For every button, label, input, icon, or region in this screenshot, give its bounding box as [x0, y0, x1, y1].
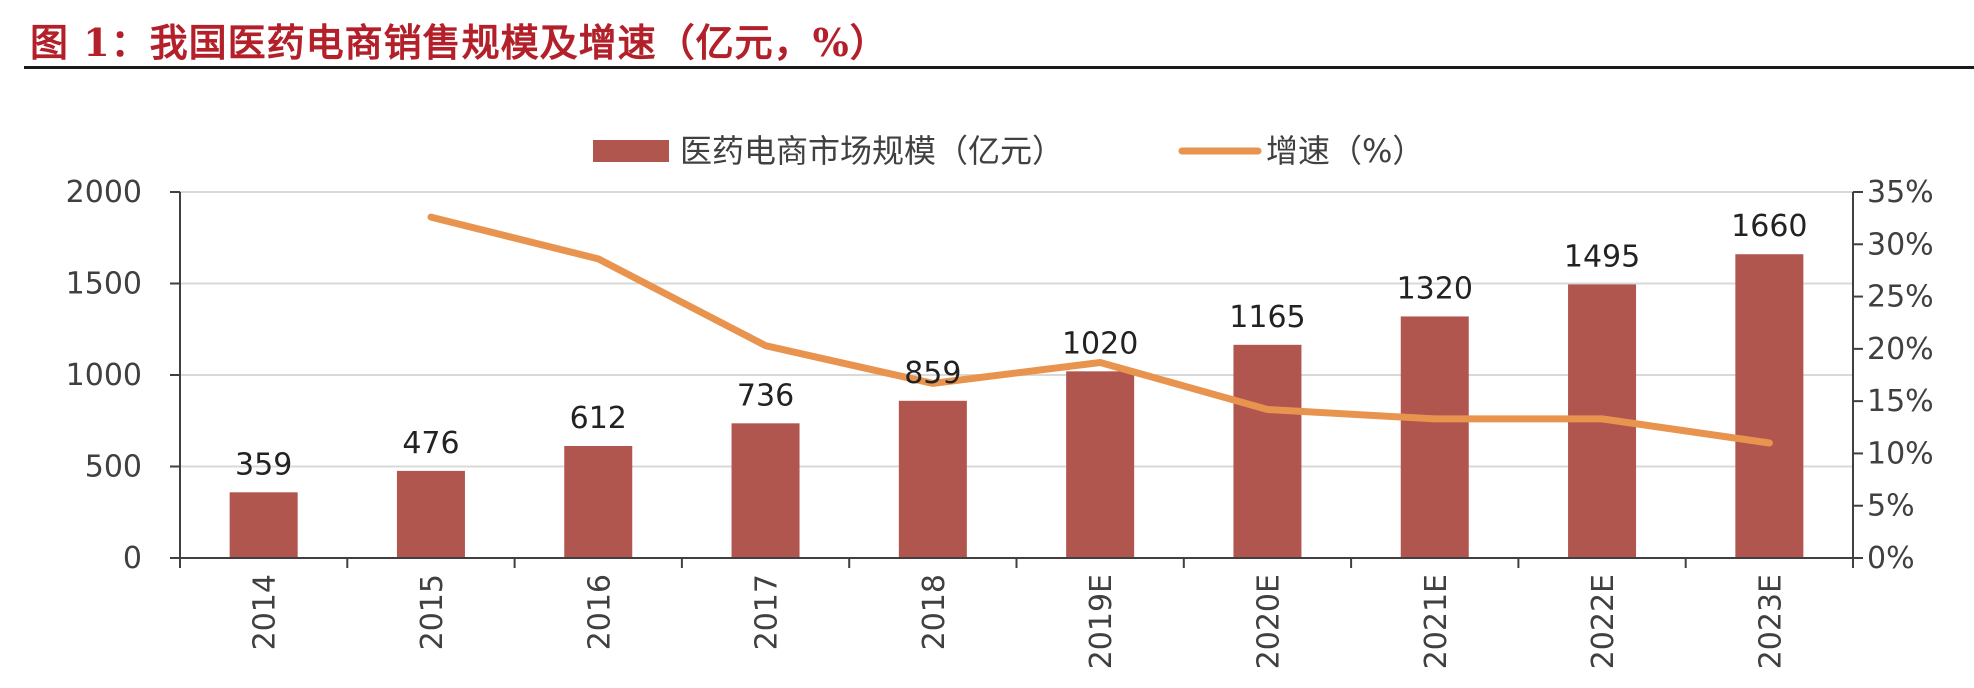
growth-point-2016 — [597, 258, 599, 260]
bar-series — [229, 254, 1804, 558]
axes: 0 500 1000 1500 2000 0% 5% 10% 15% 20% 25% 30% 35% 20… — [66, 175, 1934, 669]
right-tick-label: 10% — [1867, 436, 1934, 471]
data-label-2018: 859 — [904, 356, 961, 391]
right-tick-label: 30% — [1867, 227, 1934, 262]
left-tick-label: 1000 — [66, 358, 142, 393]
data-label-2020E: 1165 — [1229, 300, 1305, 335]
right-tick-label: 35% — [1867, 175, 1934, 210]
x-tick-label: 2015 — [415, 574, 450, 650]
growth-point-2022E — [1601, 418, 1603, 420]
left-tick-label: 1500 — [66, 267, 142, 302]
x-tick-label: 2019E — [1084, 574, 1119, 669]
growth-point-2015 — [430, 216, 432, 218]
title-divider — [24, 66, 1974, 69]
x-tick-label: 2018 — [917, 574, 952, 650]
figure-title: 图 1：我国医药电商销售规模及增速（亿元，%） — [30, 20, 889, 65]
bar-2019E — [1066, 371, 1135, 558]
data-label-2021E: 1320 — [1397, 271, 1473, 306]
bar-2014 — [229, 492, 298, 558]
bar-2016 — [564, 446, 633, 558]
bar-2021E — [1400, 316, 1469, 558]
data-label-2014: 359 — [235, 447, 292, 482]
legend: 医药电商市场规模（亿元） 增速（%） — [593, 132, 1424, 170]
right-tick-label: 20% — [1867, 332, 1934, 367]
data-label-2023E: 1660 — [1731, 209, 1807, 244]
left-tick-label: 0 — [123, 541, 142, 576]
data-label-2017: 736 — [737, 378, 794, 413]
bar-2015 — [396, 470, 465, 558]
bar-2018 — [898, 400, 967, 558]
bar-2023E — [1735, 254, 1804, 558]
data-label-2022E: 1495 — [1564, 239, 1640, 274]
x-tick-label: 2016 — [582, 574, 617, 650]
growth-point-2017 — [765, 345, 767, 347]
bar-2017 — [731, 423, 800, 558]
x-tick-label: 2020E — [1251, 574, 1286, 669]
right-tick-label: 5% — [1867, 489, 1915, 524]
x-tick-label: 2021E — [1419, 574, 1454, 669]
growth-point-2019E — [1099, 361, 1101, 363]
data-label-2016: 612 — [570, 401, 627, 436]
growth-point-2023E — [1768, 442, 1770, 444]
legend-line-label: 增速（%） — [1266, 132, 1424, 170]
right-tick-label: 25% — [1867, 280, 1934, 315]
x-tick-label: 2014 — [248, 574, 283, 650]
right-tick-label: 15% — [1867, 384, 1934, 419]
legend-bar-swatch — [593, 140, 669, 162]
left-tick-label: 500 — [85, 450, 142, 485]
data-labels: 359 476 612 736 859 1020 1165 1320 1495 1660 — [235, 209, 1808, 482]
bar-2020E — [1233, 344, 1302, 558]
x-tick-label: 2022E — [1586, 574, 1621, 669]
x-tick-label: 2023E — [1753, 574, 1788, 669]
line-series — [427, 213, 1773, 447]
growth-point-2020E — [1266, 409, 1268, 411]
right-tick-label: 0% — [1867, 541, 1915, 576]
legend-bar-label: 医药电商市场规模（亿元） — [680, 132, 1064, 170]
data-label-2015: 476 — [402, 426, 459, 461]
x-tick-label: 2017 — [750, 574, 785, 650]
growth-point-2018 — [932, 382, 934, 384]
left-tick-label: 2000 — [66, 175, 142, 210]
growth-point-2021E — [1434, 418, 1436, 420]
data-label-2019E: 1020 — [1062, 326, 1138, 361]
